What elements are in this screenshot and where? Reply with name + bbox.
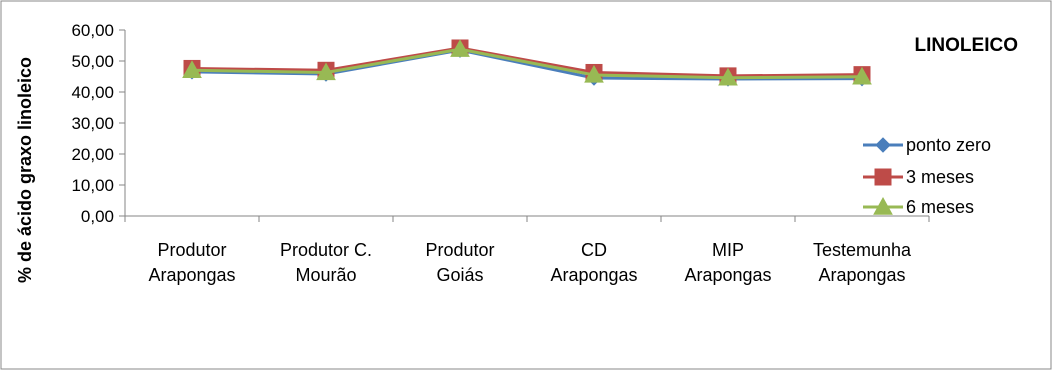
y-tick-label: 40,00 [71,83,114,102]
data-point [852,66,872,85]
x-category-label-line: Testemunha [813,240,912,260]
chart-title: LINOLEICO [915,35,1018,56]
legend-item: ponto zero [863,135,991,155]
x-category-label: CD Arapongas [550,240,637,285]
x-category-label-line: Produtor C. [280,240,372,260]
data-point [718,67,738,86]
x-category-label-line: CD [581,240,607,260]
axes: 0,00 10,00 20,00 30,00 40,00 50,00 60,00 Produt… [71,21,930,285]
legend-item: 6 meses [863,196,974,217]
series-2 [182,39,872,86]
x-category-label-line: MIP [712,240,744,260]
x-category-label: Produtor Goiás [425,240,494,285]
y-tick-label: 20,00 [71,145,114,164]
x-category-label-line: Arapongas [550,265,637,285]
data-point [450,39,470,57]
series-line [191,47,863,80]
data-point [182,60,202,78]
y-tick-label: 0,00 [81,207,114,226]
legend-swatch-marker [875,137,891,153]
data-point [584,64,604,83]
x-category-label: Produtor Arapongas [148,240,235,285]
x-category-label: MIP Arapongas [684,240,771,285]
series-line [191,46,863,78]
x-category-label-line: Produtor [157,240,226,260]
legend-label: ponto zero [906,135,991,155]
legend-label: 3 meses [906,167,974,187]
legend-swatch-marker [874,168,892,186]
x-category-label-line: Produtor [425,240,494,260]
plot-area [182,39,872,87]
y-tick-label: 10,00 [71,176,114,195]
legend-item: 3 meses [863,167,974,187]
legend: ponto zero 3 meses 6 meses [863,135,991,217]
y-tick-label: 50,00 [71,52,114,71]
x-category-label-line: Arapongas [148,265,235,285]
y-tick-label: 30,00 [71,114,114,133]
x-category-label-line: Arapongas [684,265,771,285]
data-point [316,62,336,81]
legend-swatch-marker [873,196,893,215]
y-axis-label: % de ácido graxo linoleico [15,57,35,283]
x-category-label-line: Arapongas [818,265,905,285]
legend-label: 6 meses [906,197,974,217]
x-category-label-line: Goiás [436,265,483,285]
x-category-label: Produtor C. Mourão [280,240,372,285]
y-tick-label: 60,00 [71,21,114,40]
x-category-label-line: Mourão [295,265,356,285]
x-category-label: Testemunha Arapongas [813,240,912,285]
